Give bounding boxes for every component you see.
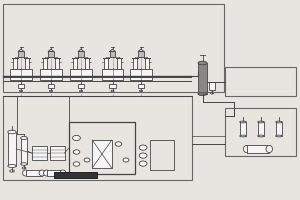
Bar xyxy=(18,51,24,57)
Bar xyxy=(104,58,108,69)
Ellipse shape xyxy=(60,170,66,176)
Circle shape xyxy=(73,135,80,141)
Bar xyxy=(138,84,144,88)
Bar xyxy=(69,122,135,174)
Bar xyxy=(133,58,137,69)
Bar xyxy=(117,58,121,69)
Circle shape xyxy=(115,142,122,146)
Bar xyxy=(145,58,149,69)
Bar xyxy=(85,58,89,69)
Ellipse shape xyxy=(80,90,82,92)
Ellipse shape xyxy=(258,135,264,137)
Bar xyxy=(198,63,207,94)
Bar xyxy=(50,146,64,160)
Bar xyxy=(3,4,224,92)
Ellipse shape xyxy=(50,90,52,92)
Ellipse shape xyxy=(21,136,27,140)
Ellipse shape xyxy=(244,145,250,153)
Bar xyxy=(10,69,32,80)
Bar xyxy=(78,51,84,57)
Bar xyxy=(78,84,84,88)
Ellipse shape xyxy=(210,92,214,94)
Circle shape xyxy=(123,158,129,162)
Bar xyxy=(3,96,192,180)
Bar xyxy=(55,58,59,69)
Ellipse shape xyxy=(39,170,45,176)
Circle shape xyxy=(84,158,90,162)
Bar xyxy=(240,122,246,136)
Ellipse shape xyxy=(22,167,26,169)
Bar xyxy=(32,146,46,160)
Ellipse shape xyxy=(276,121,282,123)
Bar xyxy=(26,170,42,176)
Bar xyxy=(46,170,63,176)
Bar xyxy=(25,58,29,69)
Bar xyxy=(150,140,174,170)
Ellipse shape xyxy=(22,170,28,176)
Bar xyxy=(48,84,54,88)
Circle shape xyxy=(73,150,80,154)
Ellipse shape xyxy=(10,170,14,172)
Ellipse shape xyxy=(198,92,207,96)
Bar xyxy=(21,138,27,164)
Bar xyxy=(18,84,24,88)
Bar xyxy=(13,58,17,69)
Bar xyxy=(110,51,115,57)
Ellipse shape xyxy=(8,164,16,168)
Ellipse shape xyxy=(266,145,272,153)
Ellipse shape xyxy=(276,135,282,137)
Ellipse shape xyxy=(140,90,142,92)
Bar xyxy=(258,122,264,136)
Ellipse shape xyxy=(258,121,264,123)
Ellipse shape xyxy=(44,170,50,176)
Circle shape xyxy=(139,145,147,150)
Bar xyxy=(130,69,152,80)
Bar xyxy=(247,145,269,153)
Bar xyxy=(109,84,116,88)
Ellipse shape xyxy=(240,121,246,123)
Bar xyxy=(225,108,296,156)
Ellipse shape xyxy=(8,130,16,134)
Bar xyxy=(70,69,92,80)
Ellipse shape xyxy=(198,61,207,65)
Circle shape xyxy=(73,162,80,166)
Bar xyxy=(73,58,77,69)
Bar xyxy=(225,67,296,96)
Bar xyxy=(102,69,123,80)
Bar xyxy=(8,132,16,166)
Bar xyxy=(92,140,112,168)
Ellipse shape xyxy=(111,90,114,92)
Bar xyxy=(276,122,282,136)
Bar xyxy=(43,58,47,69)
Circle shape xyxy=(139,153,147,158)
Bar xyxy=(54,172,98,178)
Ellipse shape xyxy=(21,163,27,165)
Bar xyxy=(40,69,62,80)
Circle shape xyxy=(139,161,147,166)
Bar xyxy=(209,82,215,90)
Bar xyxy=(48,51,54,57)
Ellipse shape xyxy=(20,90,22,92)
Bar xyxy=(138,51,144,57)
Ellipse shape xyxy=(240,135,246,137)
